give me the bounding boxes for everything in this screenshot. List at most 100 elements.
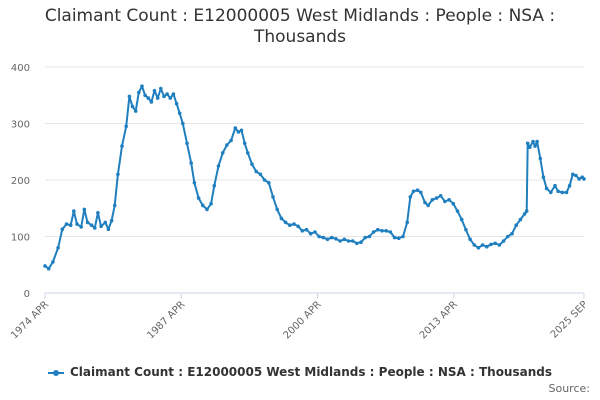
data-point[interactable]: [501, 239, 506, 243]
data-point[interactable]: [51, 260, 55, 264]
data-point[interactable]: [480, 243, 485, 247]
data-point[interactable]: [506, 234, 510, 239]
data-point[interactable]: [443, 199, 447, 204]
data-point[interactable]: [143, 93, 147, 98]
data-point[interactable]: [246, 151, 250, 155]
data-point[interactable]: [96, 211, 100, 215]
data-point[interactable]: [582, 177, 586, 181]
data-point[interactable]: [408, 195, 413, 199]
data-point[interactable]: [196, 196, 201, 200]
data-point[interactable]: [574, 173, 578, 178]
data-point[interactable]: [283, 220, 288, 225]
data-point[interactable]: [313, 230, 317, 234]
data-point[interactable]: [571, 172, 575, 177]
data-point[interactable]: [371, 230, 376, 234]
data-point[interactable]: [130, 104, 135, 109]
data-point[interactable]: [149, 100, 154, 104]
data-point[interactable]: [455, 209, 460, 213]
data-point[interactable]: [338, 239, 342, 243]
data-point[interactable]: [288, 223, 292, 227]
data-point[interactable]: [489, 242, 493, 247]
data-point[interactable]: [262, 178, 267, 182]
data-point[interactable]: [528, 145, 532, 149]
data-point[interactable]: [146, 96, 151, 100]
data-point[interactable]: [103, 220, 108, 225]
data-point[interactable]: [405, 220, 410, 225]
data-point[interactable]: [216, 164, 221, 168]
data-point[interactable]: [46, 266, 51, 271]
data-point[interactable]: [185, 141, 189, 146]
data-point[interactable]: [329, 235, 334, 240]
data-point[interactable]: [363, 235, 368, 240]
data-point[interactable]: [464, 227, 468, 232]
data-point[interactable]: [535, 139, 539, 144]
data-point[interactable]: [140, 84, 144, 88]
data-point[interactable]: [120, 144, 124, 148]
data-point[interactable]: [89, 223, 94, 227]
data-point[interactable]: [308, 231, 313, 236]
data-point[interactable]: [524, 209, 529, 213]
data-point[interactable]: [451, 201, 456, 206]
data-point[interactable]: [258, 172, 263, 177]
data-point[interactable]: [538, 156, 543, 161]
data-point[interactable]: [426, 203, 430, 208]
data-point[interactable]: [229, 138, 233, 143]
data-point[interactable]: [533, 144, 537, 148]
data-point[interactable]: [334, 237, 338, 241]
data-point[interactable]: [296, 224, 300, 229]
data-point[interactable]: [342, 237, 347, 242]
data-point[interactable]: [212, 183, 217, 188]
data-point[interactable]: [75, 222, 79, 226]
data-point[interactable]: [43, 264, 47, 268]
data-point[interactable]: [177, 111, 182, 116]
data-point[interactable]: [165, 92, 169, 96]
data-point[interactable]: [152, 88, 157, 93]
data-point[interactable]: [411, 189, 416, 194]
data-point[interactable]: [518, 217, 523, 222]
data-point[interactable]: [79, 225, 83, 229]
data-point[interactable]: [106, 227, 111, 231]
data-point[interactable]: [225, 143, 229, 147]
data-point[interactable]: [577, 177, 581, 181]
data-point[interactable]: [493, 241, 498, 246]
data-point[interactable]: [384, 229, 389, 233]
data-point[interactable]: [367, 234, 372, 239]
data-point[interactable]: [567, 183, 572, 188]
data-point[interactable]: [250, 162, 254, 166]
data-point[interactable]: [192, 181, 197, 185]
data-point[interactable]: [541, 175, 546, 179]
data-point[interactable]: [325, 237, 330, 242]
data-point[interactable]: [174, 101, 179, 106]
data-point[interactable]: [346, 239, 351, 243]
data-point[interactable]: [201, 203, 205, 208]
data-point[interactable]: [434, 196, 439, 200]
data-point[interactable]: [127, 94, 132, 99]
data-point[interactable]: [209, 201, 213, 206]
chart-legend[interactable]: Claimant Count : E12000005 West Midlands…: [0, 365, 600, 379]
data-point[interactable]: [401, 234, 405, 239]
data-point[interactable]: [549, 190, 553, 195]
data-point[interactable]: [137, 90, 141, 95]
data-point[interactable]: [510, 231, 514, 236]
data-point[interactable]: [438, 194, 443, 198]
data-point[interactable]: [560, 190, 565, 195]
data-point[interactable]: [304, 227, 309, 232]
data-point[interactable]: [133, 109, 138, 113]
data-point[interactable]: [531, 139, 535, 144]
data-point[interactable]: [124, 124, 128, 129]
data-point[interactable]: [64, 222, 69, 226]
data-point[interactable]: [189, 161, 193, 165]
data-point[interactable]: [472, 243, 477, 247]
data-point[interactable]: [447, 198, 451, 202]
data-point[interactable]: [239, 128, 244, 133]
data-point[interactable]: [242, 141, 247, 146]
data-point[interactable]: [397, 236, 401, 240]
data-point[interactable]: [109, 218, 114, 223]
data-point[interactable]: [350, 239, 355, 243]
data-point[interactable]: [72, 209, 76, 213]
data-point[interactable]: [430, 198, 435, 202]
data-point[interactable]: [459, 217, 464, 222]
data-point[interactable]: [485, 244, 489, 249]
data-point[interactable]: [93, 226, 97, 230]
data-point[interactable]: [99, 224, 103, 229]
